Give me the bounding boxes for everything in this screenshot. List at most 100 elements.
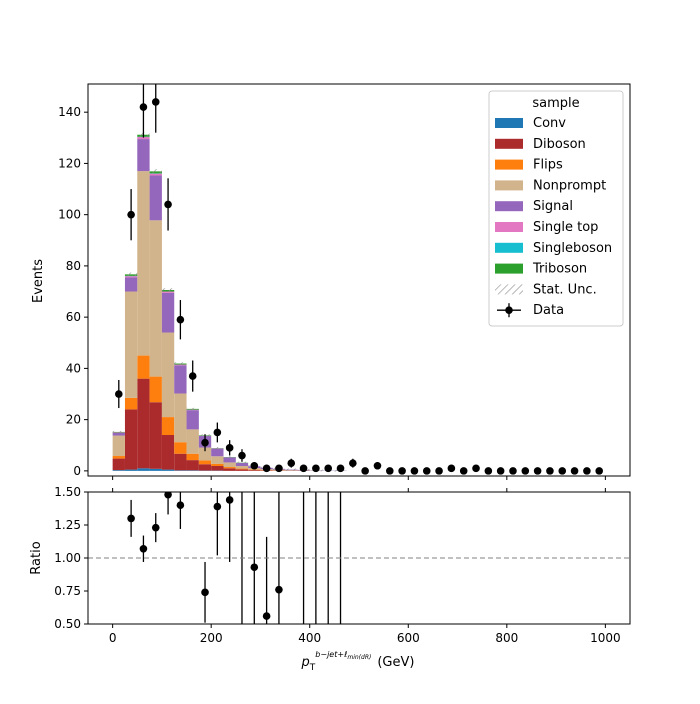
data-point-32 [509,467,517,475]
x-tick-label-3: 600 [397,631,420,645]
bar-diboson-5 [174,454,186,471]
stat-unc-band-14 [285,469,297,471]
data-point-15 [300,465,308,473]
x-axis-label-sub: T [309,663,316,673]
stat-unc-band-0 [113,431,125,433]
bar-signal-3 [150,175,162,220]
legend-swatch-2 [495,160,523,170]
x-axis-label-sup: b−jet+ℓ [315,650,347,659]
bar-flips-11 [248,470,260,471]
data-point-10 [238,452,246,460]
ratio-point-7 [226,496,234,504]
data-point-3 [152,98,160,106]
bar-conv-2 [137,468,149,471]
legend-swatch-5 [495,222,523,232]
data-point-6 [189,372,197,380]
bar-nonprompt-3 [150,220,162,376]
legend-label-5: Single top [533,220,598,235]
bar-diboson-8 [211,466,223,471]
y-tick-label-bottom-3: 1.25 [54,518,81,532]
bar-single-top-3 [150,174,162,176]
bar-nonprompt-2 [137,171,149,355]
bar-conv-0 [113,470,125,471]
data-point-34 [534,467,542,475]
bar-nonprompt-1 [125,292,137,398]
data-point-5 [177,316,185,324]
bar-diboson-9 [224,468,236,471]
y-tick-label-top-3: 60 [66,310,81,324]
data-point-22 [386,467,394,475]
legend-data-marker [505,306,513,314]
ratio-point-6 [214,503,222,511]
legend-label-4: Signal [533,199,573,214]
y-tick-label-top-6: 120 [58,156,81,170]
data-point-7 [201,439,209,447]
bar-conv-1 [125,470,137,471]
bar-flips-0 [113,456,125,459]
bar-flips-6 [187,454,199,460]
bar-flips-1 [125,398,137,410]
bar-flips-10 [236,469,248,470]
bar-nonprompt-10 [236,466,248,469]
data-point-18 [337,465,345,473]
legend-swatch-0 [495,118,523,128]
bar-diboson-10 [236,469,248,471]
stat-unc-band-10 [236,462,248,464]
bar-diboson-1 [125,409,137,469]
data-point-13 [275,465,283,473]
bar-single-top-4 [162,292,174,293]
x-axis-label-main: p [301,655,310,670]
y-tick-label-bottom-1: 0.75 [54,584,81,598]
legend-label-0: Conv [533,116,566,131]
bar-nonprompt-5 [174,394,186,443]
ratio-point-4 [177,501,185,509]
y-axis-label-events: Events [31,259,46,303]
stack-group [113,132,347,471]
bar-conv-6 [187,470,199,471]
data-point-21 [374,462,382,470]
stat-unc-band-9 [224,456,236,458]
bar-signal-0 [113,433,125,436]
data-point-1 [127,211,135,219]
stat-unc-band-4 [162,288,174,291]
x-tick-label-4: 800 [495,631,518,645]
bar-signal-5 [174,365,186,393]
bar-nonprompt-0 [113,436,125,456]
legend-label-1: Diboson [533,137,586,152]
bar-diboson-4 [162,435,174,470]
legend-label-6: Singleboson [533,241,612,256]
data-point-30 [485,467,493,475]
y-tick-label-bottom-0: 0.50 [54,617,81,631]
legend-label-data: Data [533,303,564,318]
legend-label-2: Flips [533,158,563,173]
x-tick-label-5: 1000 [590,631,621,645]
x-tick-label-1: 200 [200,631,223,645]
y-tick-label-top-2: 40 [66,361,81,375]
legend-swatch-7 [495,264,523,274]
legend-label-stat-unc: Stat. Unc. [533,282,597,297]
ratio-point-1 [140,545,148,553]
bar-single-top-1 [125,276,137,277]
bar-flips-2 [137,356,149,379]
data-point-12 [263,465,271,473]
y-tick-label-top-4: 80 [66,259,81,273]
stat-unc-band-1 [125,273,137,277]
data-point-16 [312,465,320,473]
ratio-point-9 [263,612,271,620]
data-point-25 [423,467,431,475]
stat-unc-band-3 [150,169,162,173]
x-axis-label: pTb−jet+ℓmin(dR)(GeV) [301,650,415,673]
data-point-36 [558,467,566,475]
bar-diboson-0 [113,459,125,471]
stat-unc-band-5 [174,362,186,365]
bar-flips-7 [199,460,211,464]
bar-diboson-7 [199,464,211,470]
legend-swatch-4 [495,201,523,211]
ratio-point-0 [127,515,135,523]
bar-nonprompt-9 [224,462,236,467]
bar-diboson-6 [187,460,199,470]
y-tick-label-bottom-4: 1.50 [54,485,81,499]
bar-flips-9 [224,467,236,468]
bar-signal-1 [125,277,137,291]
